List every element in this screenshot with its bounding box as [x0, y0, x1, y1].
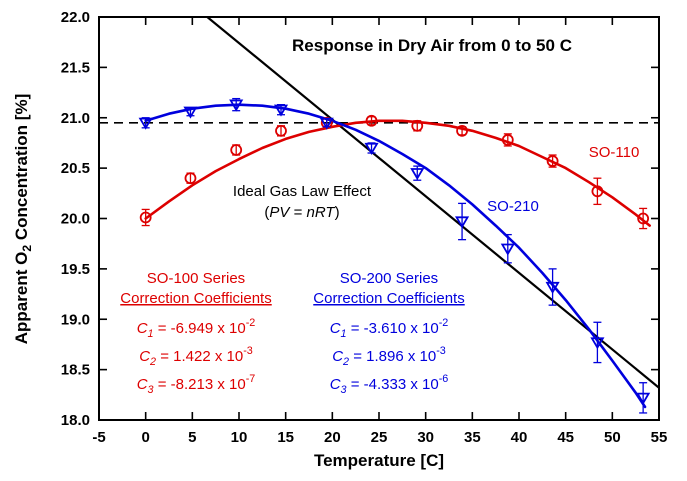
x-tick-label: 35 [464, 429, 481, 446]
data-marker-triangle-down [500, 243, 515, 256]
x-tick-label: 25 [371, 429, 388, 446]
data-marker-triangle-down [229, 99, 244, 112]
ideal-gas-law-line [206, 17, 659, 389]
data-marker-circle [184, 172, 197, 185]
data-marker-triangle-down [273, 104, 289, 117]
so200-header-coeff: Correction Coefficients [313, 290, 464, 307]
so-210-data-points [138, 97, 651, 414]
y-tick-label: 21.5 [61, 59, 90, 76]
so200-c1: C1 = -3.610 x 10-2 [330, 317, 449, 340]
y-tick-label: 18.5 [61, 362, 90, 379]
y-axis-title: Apparent O2 Concentration [%] [12, 94, 34, 344]
x-tick-label: 50 [604, 429, 621, 446]
axis-ticks: -5 0 5 10 15 20 25 30 35 40 45 50 55 18.0 18.5 19.0 19.5… [61, 9, 668, 446]
data-marker-triangle-down [636, 392, 651, 405]
data-marker-triangle-down [410, 168, 425, 181]
data-marker-triangle-down [319, 117, 334, 130]
x-tick-label: 55 [651, 429, 668, 446]
data-marker-circle [591, 185, 604, 198]
so-110-curve [144, 119, 652, 227]
so-210-curve [144, 103, 647, 409]
data-marker-triangle-down [454, 216, 470, 229]
y-tick-label: 19.5 [61, 261, 90, 278]
so100-c3: C3 = -8.213 x 10-7 [137, 373, 256, 396]
y-tick-label: 20.5 [61, 160, 90, 177]
so200-c2: C2 = 1.896 x 10-3 [332, 345, 446, 368]
label-so-210: SO-210 [487, 198, 539, 215]
data-marker-circle [501, 134, 514, 146]
y-tick-label: 19.0 [61, 311, 90, 328]
data-marker-triangle-down [138, 117, 153, 130]
x-axis-title: Temperature [C] [314, 451, 444, 470]
data-marker-circle [275, 124, 287, 137]
data-marker-circle [230, 144, 243, 156]
data-marker-circle [411, 119, 424, 132]
data-marker-circle [365, 114, 378, 127]
annotation-ideal-gas-line1: Ideal Gas Law Effect [233, 183, 372, 200]
so200-c3: C3 = -4.333 x 10-6 [330, 373, 449, 396]
x-tick-label: 40 [511, 429, 528, 446]
x-tick-label: -5 [92, 429, 105, 446]
x-tick-label: 30 [417, 429, 434, 446]
so100-c2: C2 = 1.422 x 10-3 [139, 345, 253, 368]
data-marker-circle [546, 155, 559, 167]
data-marker-circle [637, 212, 650, 225]
x-tick-label: 0 [141, 429, 149, 446]
data-marker-circle [139, 211, 152, 224]
x-tick-label: 10 [231, 429, 248, 446]
plot-area [99, 17, 659, 409]
so100-header-series: SO-100 Series [147, 270, 245, 287]
data-marker-triangle-down [545, 281, 560, 294]
annotation-response: Response in Dry Air from 0 to 50 C [292, 36, 572, 55]
x-tick-label: 5 [188, 429, 196, 446]
x-tick-label: 15 [277, 429, 294, 446]
y-tick-label: 20.0 [61, 211, 90, 228]
label-so-110: SO-110 [589, 144, 640, 161]
y-tick-label: 18.0 [61, 412, 90, 429]
data-marker-circle [456, 124, 468, 137]
x-tick-label: 20 [324, 429, 341, 446]
annotation-ideal-gas-line2: (PV = nRT) [264, 204, 339, 221]
y-tick-label: 21.0 [61, 110, 90, 127]
data-marker-triangle-down [364, 142, 379, 155]
x-tick-label: 45 [557, 429, 574, 446]
data-marker-triangle-down [590, 337, 605, 350]
data-marker-triangle-down [183, 106, 198, 119]
y-tick-label: 22.0 [61, 9, 90, 26]
so100-c1: C1 = -6.949 x 10-2 [137, 317, 256, 340]
so100-header-coeff: Correction Coefficients [120, 290, 271, 307]
so200-header-series: SO-200 Series [340, 270, 438, 287]
